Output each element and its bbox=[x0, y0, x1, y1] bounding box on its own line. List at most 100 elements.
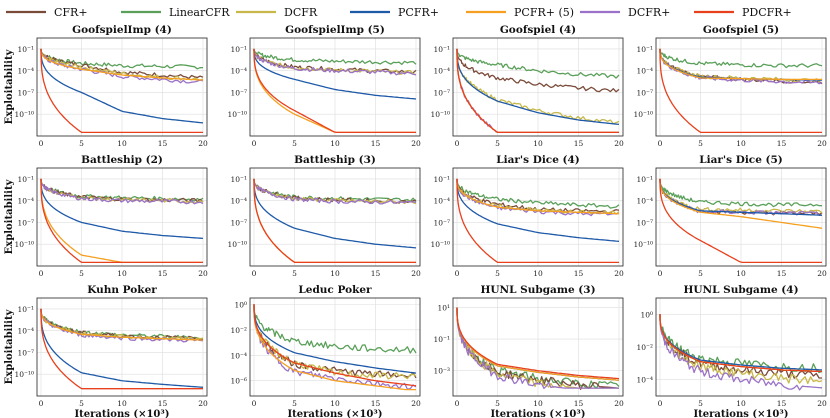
x-tick-label: 15 bbox=[777, 139, 787, 148]
series-line-linearcfr bbox=[456, 48, 620, 79]
y-tick-label: 10⁻⁷ bbox=[230, 218, 247, 227]
y-tick-label: 10⁻¹ bbox=[636, 175, 653, 184]
series-line-pcfr bbox=[253, 304, 417, 374]
series-line-pdcfr bbox=[253, 178, 416, 264]
series-line-pcfr bbox=[40, 48, 204, 124]
y-tick-label: 10⁻¹ bbox=[636, 45, 653, 54]
series-line-pcfr-5 bbox=[456, 178, 620, 215]
x-tick-label: 5 bbox=[292, 139, 297, 148]
x-tick-label: 20 bbox=[614, 399, 624, 408]
plot-frame bbox=[249, 297, 421, 397]
x-tick-label: 15 bbox=[158, 139, 168, 148]
x-tick-label: 15 bbox=[777, 269, 787, 278]
x-tick-label: 15 bbox=[371, 139, 381, 148]
x-tick-label: 0 bbox=[39, 399, 44, 408]
plot-frame bbox=[249, 37, 421, 137]
series-line-dcfr bbox=[659, 314, 823, 391]
x-tick-label: 15 bbox=[574, 269, 584, 278]
y-tick-label: 10⁻¹⁰ bbox=[227, 240, 247, 249]
series-line-pcfr-5 bbox=[659, 48, 822, 81]
y-tick-label: 10⁻⁷ bbox=[17, 88, 34, 97]
x-axis-label: Iterations (×10³) bbox=[490, 409, 585, 418]
series-line-pdcfr bbox=[456, 178, 619, 264]
series-line-pdcfr bbox=[253, 304, 417, 387]
x-tick-label: 0 bbox=[455, 399, 460, 408]
legend-item-pdcfr: PDCFR+ bbox=[694, 6, 792, 19]
x-tick-label: 0 bbox=[658, 399, 663, 408]
y-axis-label: Exploitability bbox=[4, 308, 15, 384]
plot-frame bbox=[655, 167, 827, 267]
y-tick-label: 10⁻⁷ bbox=[636, 88, 653, 97]
plot-frame bbox=[452, 37, 624, 137]
x-tick-label: 5 bbox=[292, 269, 297, 278]
x-tick-label: 5 bbox=[698, 269, 703, 278]
x-tick-label: 5 bbox=[79, 139, 84, 148]
series-line-pdcfr bbox=[659, 178, 822, 264]
panel-title: Leduc Poker bbox=[298, 284, 372, 296]
x-tick-label: 0 bbox=[658, 269, 663, 278]
legend-label: CFR+ bbox=[54, 6, 88, 19]
legend-item-linearcfr: LinearCFR bbox=[121, 6, 230, 19]
series-line-pcfr bbox=[253, 178, 417, 249]
series-line-pcfr bbox=[40, 178, 204, 240]
plot-frame bbox=[36, 297, 208, 397]
y-tick-label: 10⁻¹ bbox=[433, 175, 450, 184]
series-line-pcfr-5 bbox=[253, 304, 416, 391]
y-tick-label: 10⁻¹ bbox=[17, 45, 34, 54]
y-tick-label: 10⁻⁴ bbox=[230, 351, 247, 360]
x-tick-label: 20 bbox=[411, 139, 421, 148]
y-tick-label: 10⁻¹ bbox=[433, 45, 450, 54]
y-tick-label: 10⁻¹⁰ bbox=[14, 370, 34, 379]
x-tick-label: 0 bbox=[39, 269, 44, 278]
legend-item-dcfr: DCFR+ bbox=[580, 6, 670, 19]
x-tick-label: 15 bbox=[371, 399, 381, 408]
series-line-pdcfr bbox=[659, 48, 822, 134]
y-tick-label: 10⁻⁴ bbox=[636, 67, 653, 76]
legend-label: PDCFR+ bbox=[742, 6, 792, 19]
x-tick-label: 0 bbox=[252, 139, 257, 148]
panels: GoofspielImp (4) 0 5 10 15 20 10⁻¹ 10⁻⁴ 10⁻⁷ 10⁻¹… bbox=[14, 24, 827, 408]
plot-frame bbox=[36, 167, 208, 267]
series-line-dcfr bbox=[456, 178, 620, 217]
x-tick-label: 10 bbox=[330, 139, 340, 148]
x-tick-label: 20 bbox=[817, 269, 827, 278]
x-tick-label: 15 bbox=[777, 399, 787, 408]
x-tick-label: 15 bbox=[574, 139, 584, 148]
series-line-linearcfr bbox=[659, 178, 823, 208]
x-tick-label: 15 bbox=[574, 399, 584, 408]
x-axis-label: Iterations (×10³) bbox=[287, 409, 382, 418]
y-tick-label: 10⁻⁷ bbox=[17, 348, 34, 357]
y-tick-label: 10⁻¹⁰ bbox=[227, 110, 247, 119]
x-tick-label: 15 bbox=[158, 269, 168, 278]
x-tick-label: 20 bbox=[817, 139, 827, 148]
x-tick-label: 10 bbox=[117, 399, 127, 408]
y-tick-label: 10⁻¹⁰ bbox=[633, 110, 653, 119]
plot-frame bbox=[452, 297, 624, 397]
series-line-pcfr bbox=[40, 308, 204, 388]
panel-hunl-subgame-4: HUNL Subgame (4) 0 5 10 15 20 10⁰ 10⁻² 10⁻⁴ bbox=[636, 284, 827, 408]
legend-item-pcfr-5: PCFR+ (5) bbox=[466, 6, 574, 19]
y-tick-label: 10⁻¹⁰ bbox=[430, 110, 450, 119]
y-tick-label: 10⁻¹⁰ bbox=[633, 240, 653, 249]
x-tick-label: 0 bbox=[252, 399, 257, 408]
y-tick-label: 10⁻² bbox=[230, 326, 247, 335]
y-tick-label: 10¹ bbox=[437, 303, 450, 312]
panel-title: Battleship (2) bbox=[81, 154, 163, 166]
panel-goofspiel-4: Goofspiel (4) 0 5 10 15 20 10⁻¹ 10⁻⁴ 10⁻⁷ 10⁻¹⁰ bbox=[430, 24, 624, 148]
panel-goofspielimp-4: GoofspielImp (4) 0 5 10 15 20 10⁻¹ 10⁻⁴ 10⁻⁷ 10⁻¹… bbox=[14, 24, 208, 148]
series-line-pdcfr bbox=[456, 307, 620, 380]
series-line-pcfr bbox=[253, 48, 417, 100]
x-tick-label: 5 bbox=[495, 269, 500, 278]
y-tick-label: 10⁻¹ bbox=[433, 335, 450, 344]
series-line-linearcfr bbox=[253, 304, 417, 354]
y-tick-label: 10⁻¹⁰ bbox=[430, 240, 450, 249]
x-tick-label: 10 bbox=[533, 139, 543, 148]
y-tick-label: 10⁻⁴ bbox=[17, 197, 34, 206]
y-tick-label: 10⁻⁷ bbox=[636, 218, 653, 227]
plot-frame bbox=[655, 37, 827, 137]
series-line-pcfr bbox=[456, 178, 620, 242]
series-line-dcfr bbox=[456, 307, 619, 390]
panel-kuhn-poker: Kuhn Poker 0 5 10 15 20 10⁻¹ 10⁻⁴ 10⁻⁷ 10⁻¹⁰ bbox=[14, 284, 208, 408]
series-line-pdcfr bbox=[659, 314, 823, 373]
x-tick-label: 5 bbox=[79, 399, 84, 408]
